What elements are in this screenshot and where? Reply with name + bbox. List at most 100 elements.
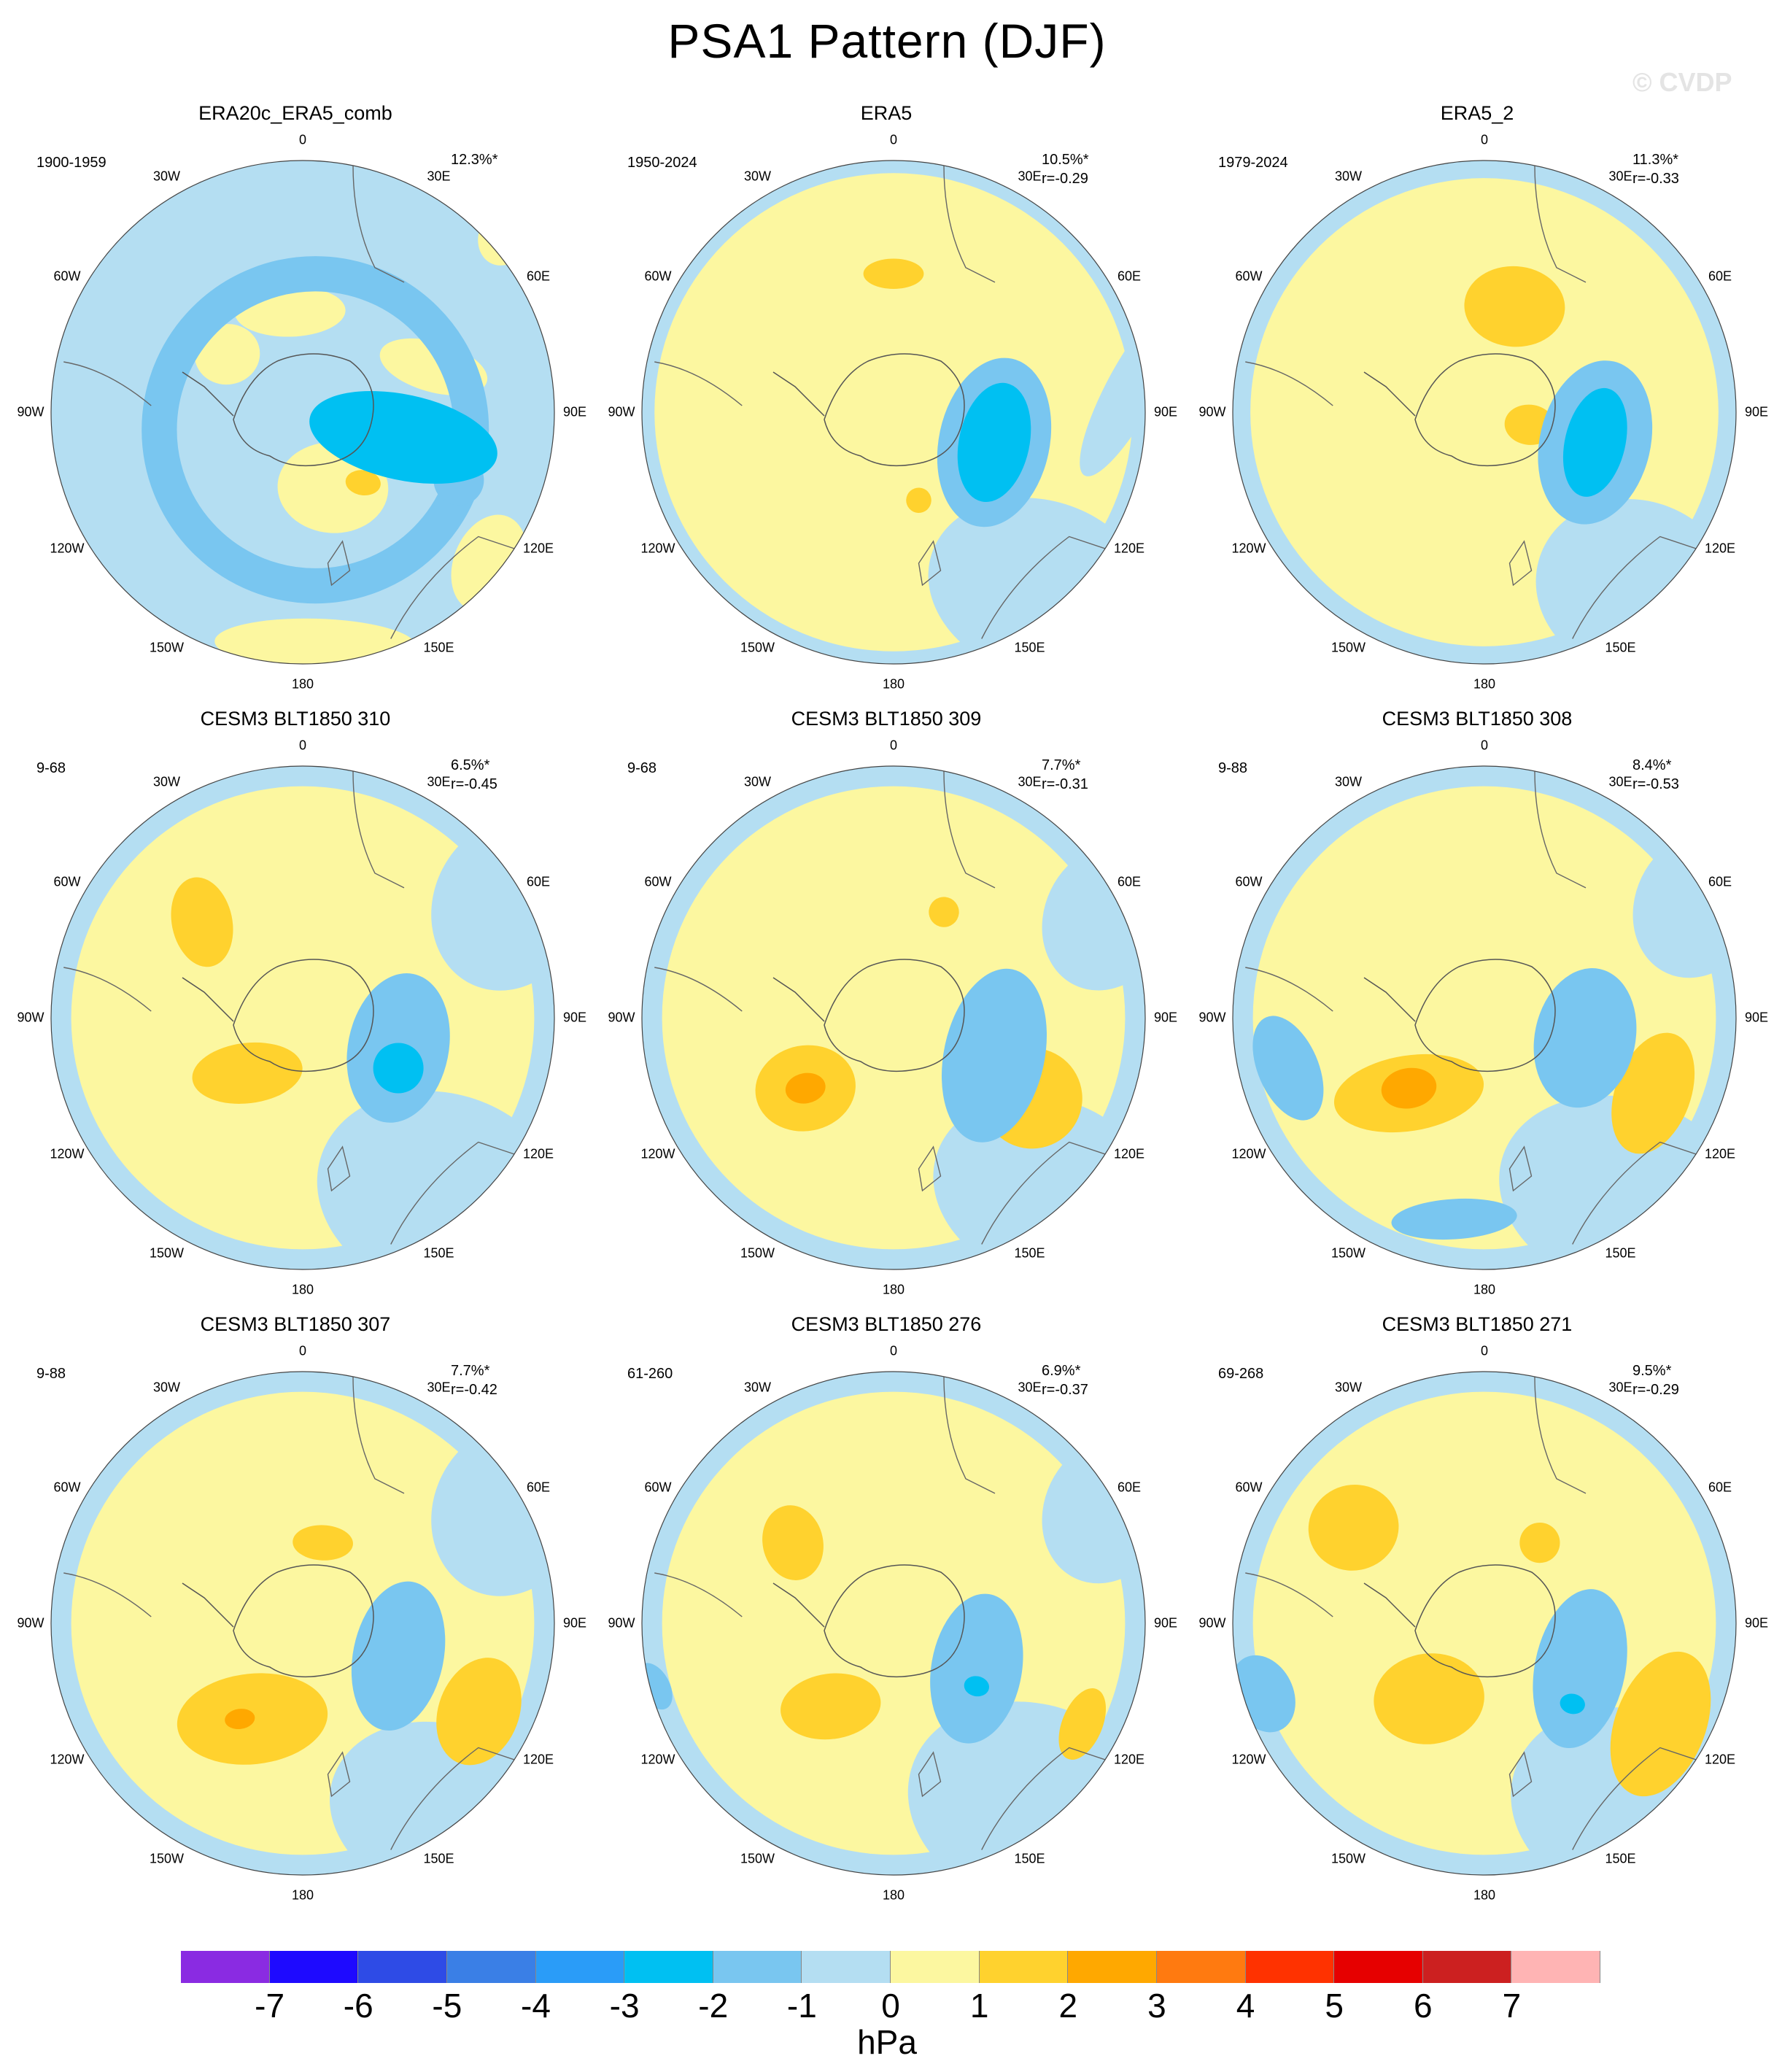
negative-2hpa-region bbox=[351, 1581, 446, 1731]
continent-coastline bbox=[981, 536, 1113, 639]
map-panel: CESM3 BLT1850 276 61-260 6.9%* r=-0.37 0 30E 6… bbox=[591, 1313, 1182, 1919]
longitude-label: 180 bbox=[882, 1282, 905, 1297]
longitude-label: 90W bbox=[17, 1615, 44, 1631]
panel-correlation: r=-0.53 bbox=[1632, 776, 1679, 792]
colorbar-swatch bbox=[1334, 1951, 1423, 1983]
map-border bbox=[50, 1371, 555, 1876]
longitude-label: 0 bbox=[889, 1343, 898, 1358]
longitude-label: 120E bbox=[1113, 541, 1145, 555]
longitude-label: 90E bbox=[562, 404, 587, 420]
longitude-label: 0 bbox=[1480, 1343, 1489, 1358]
longitude-label: 120W bbox=[640, 1752, 675, 1766]
positive-2hpa-region bbox=[345, 470, 381, 495]
antarctica-coastline bbox=[1414, 959, 1556, 1072]
longitude-label: 90E bbox=[1744, 1010, 1769, 1025]
longitude-label: 30W bbox=[152, 774, 181, 789]
positive-2hpa-region bbox=[929, 897, 959, 927]
continent-coastline bbox=[1572, 536, 1704, 639]
longitude-label: 90W bbox=[17, 1010, 44, 1025]
longitude-label: 60E bbox=[1708, 268, 1732, 283]
longitude-label: 150E bbox=[1014, 1245, 1045, 1261]
longitude-label: 90W bbox=[608, 1615, 635, 1631]
longitude-label: 120W bbox=[1231, 541, 1266, 555]
antarctica-coastline bbox=[233, 1564, 374, 1678]
antarctica-coastline bbox=[233, 353, 374, 467]
longitude-label: 180 bbox=[882, 1887, 905, 1903]
continent-coastline bbox=[63, 361, 152, 406]
positive-2hpa-region bbox=[436, 1658, 522, 1766]
antarctica-coastline bbox=[1414, 353, 1556, 467]
panel-title: ERA5_2 bbox=[1440, 102, 1514, 124]
longitude-label: 150W bbox=[740, 1245, 775, 1261]
longitude-label: 90W bbox=[608, 404, 635, 420]
antarctica-coastline bbox=[824, 353, 965, 467]
longitude-label: 30W bbox=[1334, 169, 1363, 184]
panel-title: ERA5 bbox=[860, 102, 913, 124]
longitude-label: 120E bbox=[1704, 541, 1736, 555]
negative-3hpa-region bbox=[1560, 1693, 1585, 1715]
panel-correlation: r=-0.29 bbox=[1042, 171, 1088, 187]
longitude-label: 30W bbox=[152, 1380, 181, 1395]
longitude-label: 0 bbox=[298, 738, 307, 753]
longitude-label: 60W bbox=[1235, 1480, 1263, 1494]
peninsula-coastline bbox=[182, 977, 234, 1022]
longitude-label: 120W bbox=[1231, 1752, 1266, 1766]
polar-map bbox=[641, 160, 1146, 665]
continent-coastline bbox=[390, 1141, 522, 1245]
longitude-label: 120W bbox=[640, 541, 675, 555]
continent-coastline bbox=[63, 1572, 152, 1617]
peninsula-coastline bbox=[772, 371, 825, 417]
antarctica-coastline bbox=[1414, 1564, 1556, 1678]
map-border bbox=[1232, 160, 1737, 665]
longitude-label: 120W bbox=[50, 1752, 85, 1766]
longitude-label: 60W bbox=[644, 874, 672, 889]
positive-2hpa-region bbox=[171, 877, 233, 967]
map-panel: ERA5_2 1979-2024 11.3%* r=-0.33 0 30E 60E 90E 12… bbox=[1182, 102, 1773, 708]
positive-3hpa-region bbox=[225, 1709, 255, 1730]
panel-period: 61-260 bbox=[627, 1366, 673, 1382]
panel-title: ERA20c_ERA5_comb bbox=[198, 102, 392, 124]
longitude-label: 150W bbox=[1330, 640, 1366, 655]
panel-correlation: r=-0.29 bbox=[1632, 1382, 1679, 1398]
panel-variance-pct: 7.7%* bbox=[1042, 757, 1081, 773]
antarctica-coastline bbox=[233, 959, 374, 1072]
colorbar-swatch bbox=[1068, 1951, 1157, 1983]
colorbar-swatch bbox=[358, 1951, 447, 1983]
panel-variance-pct: 12.3%* bbox=[451, 152, 498, 168]
colorbar-swatch bbox=[979, 1951, 1069, 1983]
antarctica-coastline bbox=[824, 959, 965, 1072]
continent-coastline bbox=[390, 536, 522, 639]
colorbar-swatch bbox=[269, 1951, 359, 1983]
panel-correlation: r=-0.31 bbox=[1042, 776, 1088, 792]
peninsula-coastline bbox=[182, 371, 234, 417]
continent-coastline bbox=[1508, 540, 1533, 587]
longitude-label: 90W bbox=[1198, 404, 1226, 420]
polar-map bbox=[641, 765, 1146, 1270]
longitude-label: 120E bbox=[1113, 1146, 1145, 1161]
positive-2hpa-region bbox=[1058, 1688, 1107, 1760]
longitude-label: 180 bbox=[1473, 1887, 1496, 1903]
longitude-label: 60E bbox=[527, 268, 551, 283]
longitude-label: 90E bbox=[1153, 404, 1178, 420]
panel-correlation: r=-0.42 bbox=[451, 1382, 497, 1398]
longitude-label: 30W bbox=[743, 774, 772, 789]
longitude-label: 90W bbox=[1198, 1615, 1226, 1631]
longitude-label: 90E bbox=[1744, 404, 1769, 420]
colorbar-tick: 2 bbox=[1058, 1987, 1078, 2025]
longitude-label: 120W bbox=[50, 1146, 85, 1161]
polar-map bbox=[50, 765, 555, 1270]
longitude-label: 90W bbox=[608, 1010, 635, 1025]
longitude-label: 30W bbox=[1334, 1380, 1363, 1395]
colorbar-swatch bbox=[802, 1951, 891, 1983]
panel-variance-pct: 11.3%* bbox=[1632, 152, 1679, 168]
colorbar-tick: 3 bbox=[1147, 1987, 1166, 2025]
longitude-label: 150E bbox=[423, 640, 454, 655]
panel-title: CESM3 BLT1850 271 bbox=[1382, 1313, 1573, 1335]
longitude-label: 90E bbox=[1153, 1615, 1178, 1631]
negative-3hpa-region bbox=[964, 1676, 990, 1697]
longitude-label: 150W bbox=[149, 1851, 185, 1866]
longitude-label: 150E bbox=[423, 1851, 454, 1866]
panel-period: 9-68 bbox=[36, 760, 66, 776]
map-border bbox=[641, 160, 1146, 665]
longitude-label: 60E bbox=[1708, 1480, 1732, 1494]
